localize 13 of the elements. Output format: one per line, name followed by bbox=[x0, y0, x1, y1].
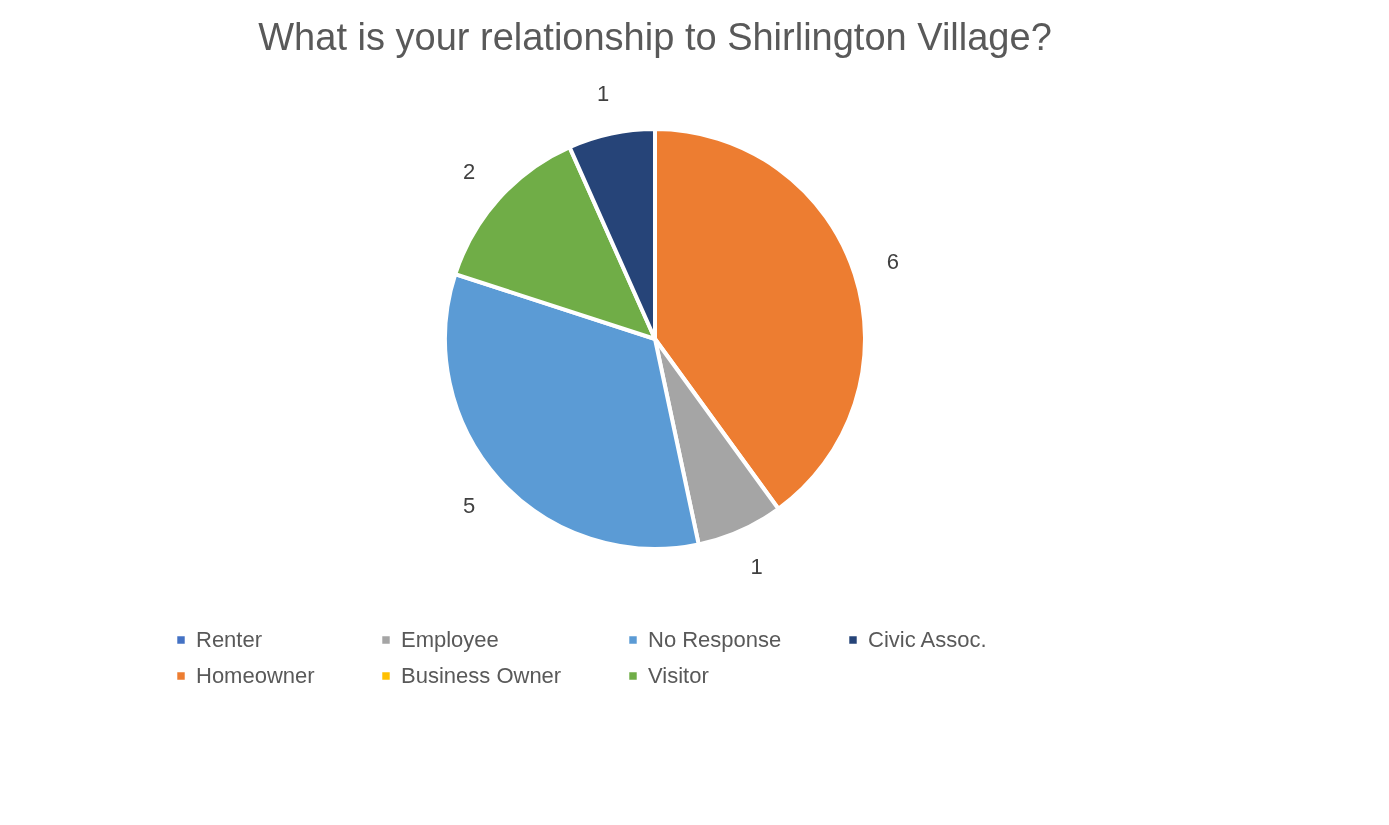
data-label: 2 bbox=[463, 158, 476, 184]
legend-label: Homeowner bbox=[196, 663, 315, 688]
data-label: 1 bbox=[596, 81, 610, 107]
legend-label: Visitor bbox=[648, 663, 709, 688]
chart-title: What is your relationship to Shirlington Village? bbox=[258, 16, 1052, 58]
data-label: 5 bbox=[463, 493, 476, 519]
legend-label: Business Owner bbox=[401, 663, 562, 688]
legend-label: No Response bbox=[648, 627, 782, 652]
data-label: 6 bbox=[886, 248, 899, 274]
legend-label: Renter bbox=[196, 627, 263, 652]
legend-label: Employee bbox=[401, 627, 499, 652]
legend-label: Civic Assoc. bbox=[868, 627, 987, 652]
data-label: 1 bbox=[750, 554, 763, 580]
